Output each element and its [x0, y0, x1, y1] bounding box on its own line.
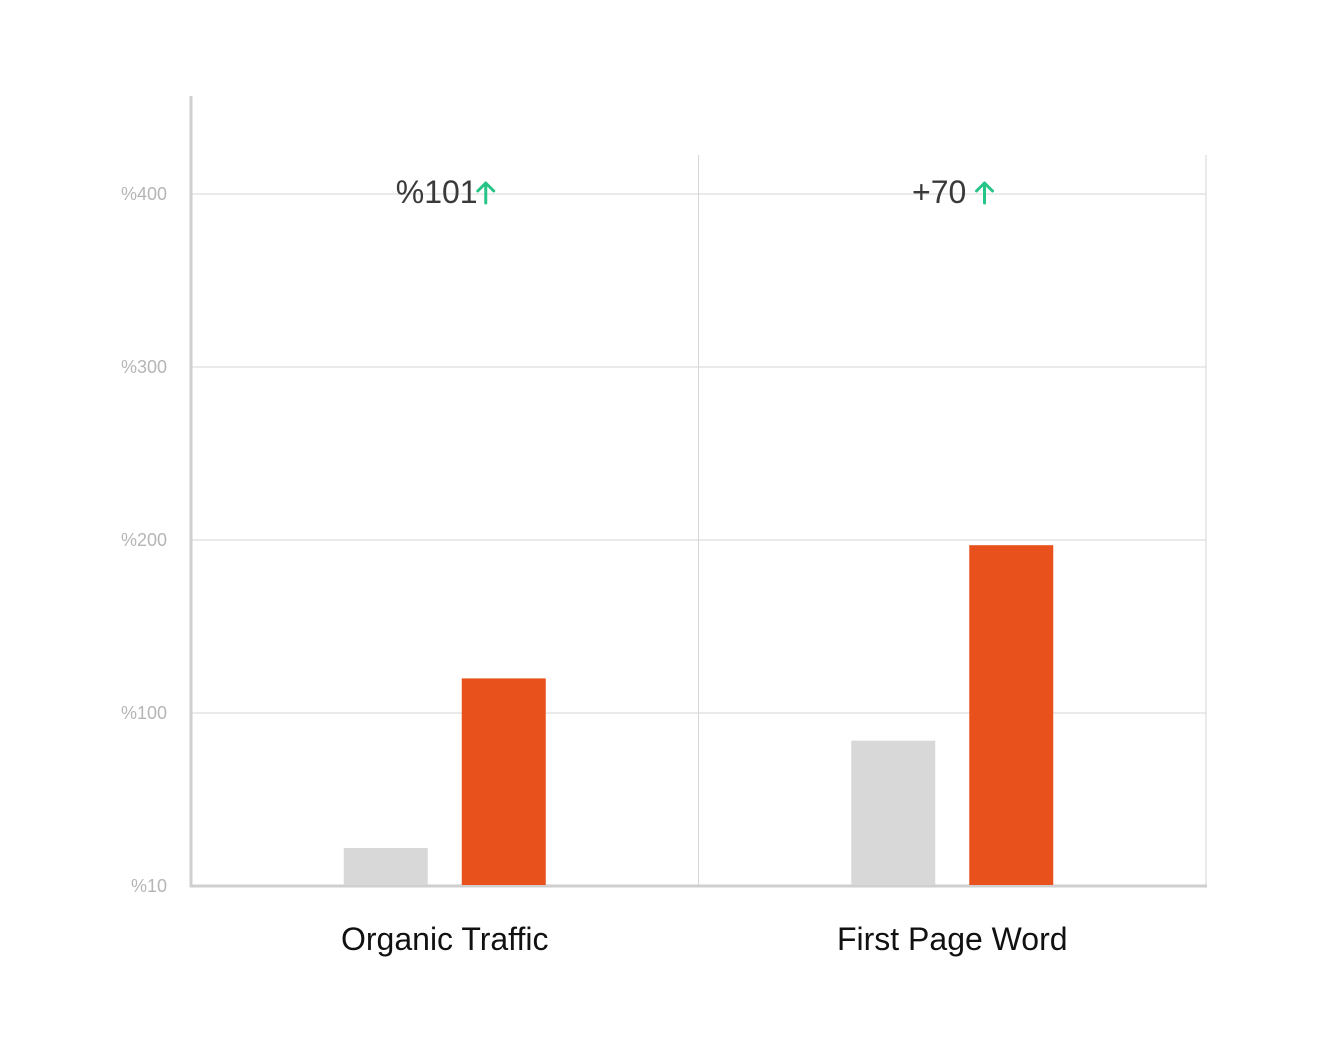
y-tick-label: %10	[131, 876, 167, 896]
category-label: Organic Traffic	[341, 921, 548, 957]
bar-after	[461, 678, 546, 885]
bar-before	[343, 847, 428, 885]
up-arrow-icon	[476, 181, 496, 205]
change-value: +70	[912, 174, 966, 210]
bar-after	[969, 545, 1054, 885]
y-tick-label: %400	[121, 184, 167, 204]
y-tick-label: %300	[121, 357, 167, 377]
y-tick-label: %200	[121, 530, 167, 550]
change-value: %101	[396, 174, 478, 210]
y-tick-label: %100	[121, 703, 167, 723]
up-arrow-icon	[975, 181, 994, 205]
category-label: First Page Word	[837, 921, 1068, 957]
bar-before	[851, 740, 936, 885]
